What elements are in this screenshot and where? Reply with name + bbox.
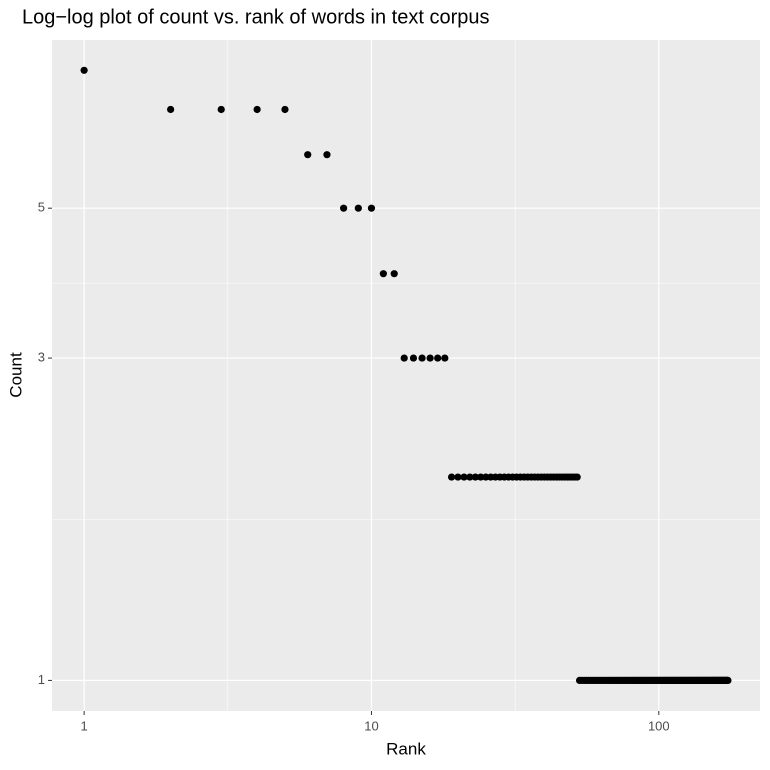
point <box>340 204 348 212</box>
point <box>573 473 581 481</box>
point <box>471 473 480 481</box>
plot-panel <box>52 40 760 711</box>
point <box>441 354 449 362</box>
x-tick-label: 10 <box>364 718 378 733</box>
y-tick-label: 5 <box>38 200 45 215</box>
x-axis-title: Rank <box>386 739 426 758</box>
y-tick-label: 3 <box>38 350 45 365</box>
points <box>80 66 732 685</box>
x-tick-label: 100 <box>648 718 670 733</box>
point <box>466 473 474 481</box>
y-tick-label: 1 <box>38 672 45 687</box>
point <box>167 105 175 114</box>
point <box>418 354 426 362</box>
point <box>379 270 387 278</box>
point <box>447 473 456 481</box>
chart-title: Log−log plot of count vs. rank of words … <box>22 6 489 28</box>
point <box>323 151 331 159</box>
point <box>426 354 434 362</box>
point <box>434 354 442 362</box>
point <box>454 473 462 481</box>
point <box>477 473 485 481</box>
point <box>409 354 418 362</box>
point <box>367 204 376 212</box>
point <box>390 270 398 278</box>
point <box>400 354 408 362</box>
y-axis-title: Count <box>6 352 25 398</box>
point <box>80 66 88 74</box>
point <box>724 676 732 685</box>
point <box>304 151 312 159</box>
point <box>354 204 362 212</box>
point <box>281 105 289 114</box>
point <box>217 105 225 114</box>
point <box>253 105 261 114</box>
x-tick-label: 1 <box>81 718 88 733</box>
point <box>460 473 468 481</box>
